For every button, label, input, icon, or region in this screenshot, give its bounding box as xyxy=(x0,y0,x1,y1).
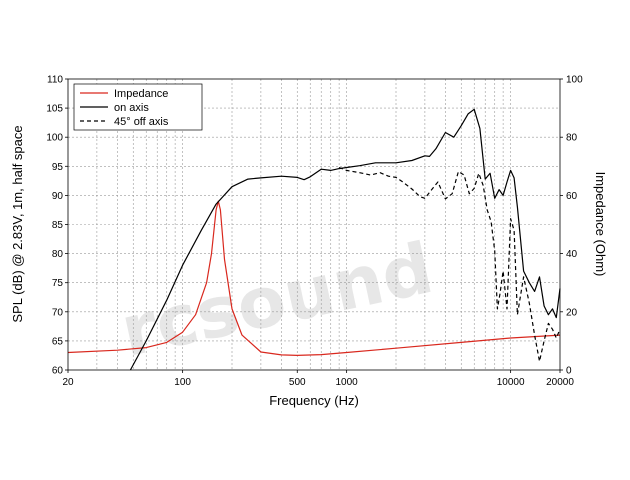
y2-tick-label: 100 xyxy=(566,75,583,86)
series-line-1 xyxy=(129,108,561,371)
tick-labels: 60 65 70 75 80 85 90 95 100 105 110 0 20 40 60 80 100 20 1… xyxy=(46,75,583,389)
y2-tick-label: 0 xyxy=(566,366,572,377)
legend-label-on-axis: on axis xyxy=(114,102,149,114)
series-line-2 xyxy=(338,166,561,362)
y2-axis-label: Impedance (Ohm) xyxy=(593,172,608,277)
y-tick-label: 80 xyxy=(52,249,64,260)
y2-tick-label: 80 xyxy=(566,133,578,144)
y-tick-label: 70 xyxy=(52,307,64,318)
y-tick-label: 85 xyxy=(52,220,64,231)
y-tick-label: 100 xyxy=(46,133,63,144)
y-tick-label: 90 xyxy=(52,191,64,202)
y2-tick-label: 20 xyxy=(566,307,578,318)
watermark-text: rcsound xyxy=(114,227,440,373)
legend-label-impedance: Impedance xyxy=(114,88,168,100)
series-line-0 xyxy=(67,200,561,356)
y-tick-label: 95 xyxy=(52,162,64,173)
y-tick-label: 75 xyxy=(52,278,64,289)
x-tick-label: 500 xyxy=(289,377,306,388)
legend: Impedance on axis 45° off axis xyxy=(73,83,203,131)
x-axis-label: Frequency (Hz) xyxy=(269,393,359,408)
y-tick-label: 60 xyxy=(52,366,64,377)
x-tick-label: 1000 xyxy=(336,377,359,388)
x-tick-label: 100 xyxy=(174,377,191,388)
x-tick-label: 20 xyxy=(62,377,74,388)
plot-series xyxy=(67,108,561,371)
y-axis-label: SPL (dB) @ 2.83V, 1m, half space xyxy=(10,125,25,322)
x-tick-label: 20000 xyxy=(546,377,574,388)
y2-tick-label: 40 xyxy=(566,249,578,260)
y2-tick-label: 60 xyxy=(566,191,578,202)
watermark: rcsound xyxy=(114,227,440,373)
x-tick-label: 10000 xyxy=(497,377,525,388)
y-tick-label: 65 xyxy=(52,336,64,347)
y-tick-label: 110 xyxy=(47,75,63,86)
legend-label-off-axis: 45° off axis xyxy=(114,116,169,128)
y-tick-label: 105 xyxy=(46,104,63,115)
